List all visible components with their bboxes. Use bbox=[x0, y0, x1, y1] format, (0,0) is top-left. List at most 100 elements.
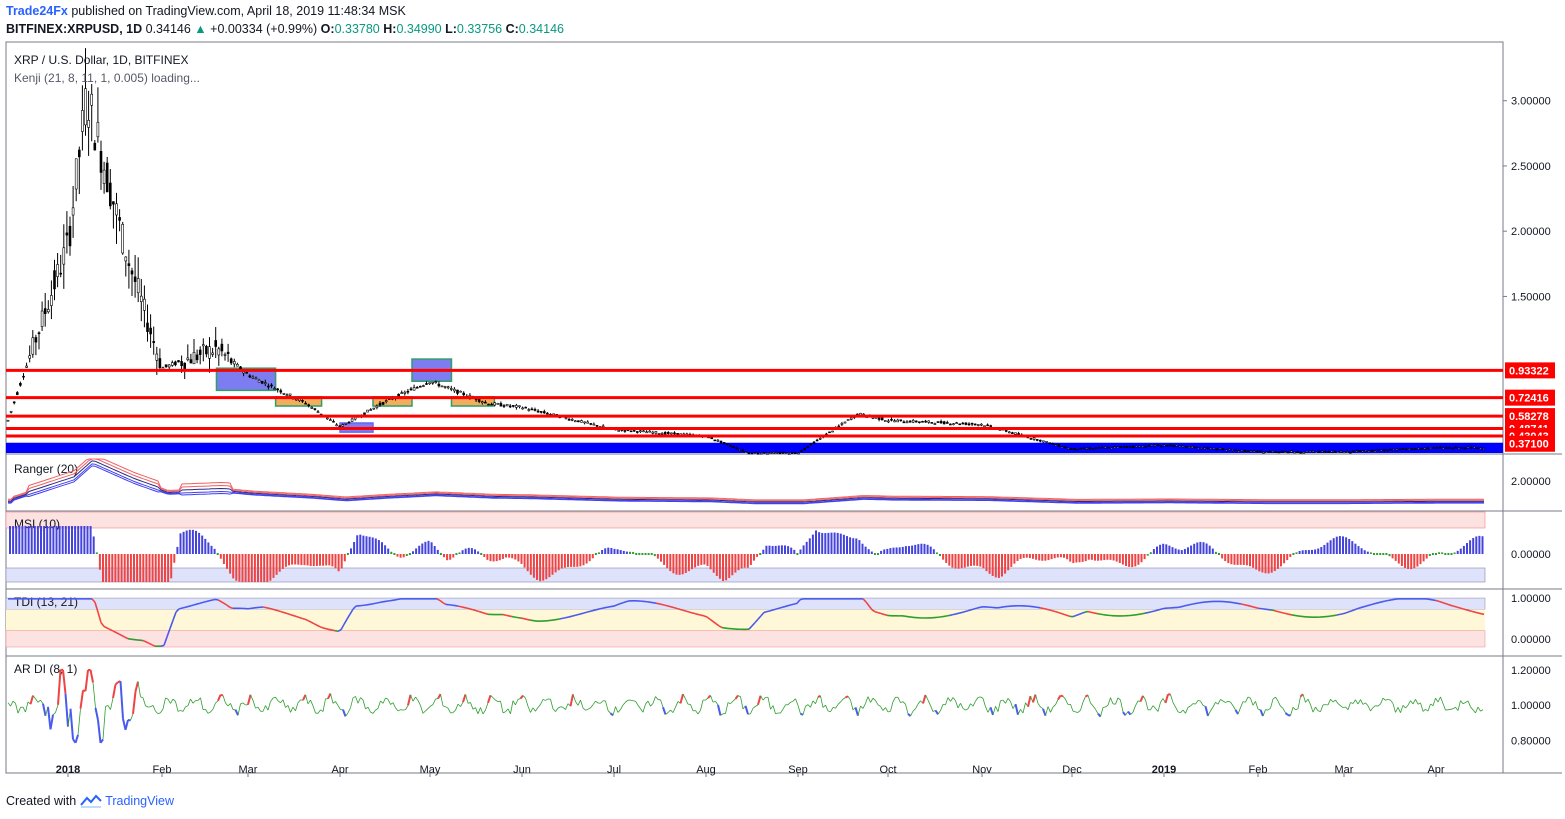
msi-bar bbox=[870, 551, 873, 554]
candle-body bbox=[378, 402, 382, 406]
msi-bar bbox=[678, 554, 681, 575]
msi-bar bbox=[1419, 554, 1422, 565]
ardi-line-segment bbox=[1282, 708, 1286, 714]
ardi-line-segment bbox=[965, 708, 969, 711]
msi-bar bbox=[1152, 549, 1155, 554]
ardi-line-segment bbox=[1014, 703, 1019, 715]
candle-body bbox=[1376, 449, 1380, 451]
ardi-line-segment bbox=[1212, 702, 1216, 708]
candle-body bbox=[195, 354, 199, 361]
msi-bar bbox=[1041, 554, 1044, 561]
tdi-line-segment bbox=[1363, 605, 1368, 608]
ardi-line-segment bbox=[1372, 705, 1376, 708]
ardi-line-segment bbox=[1397, 707, 1401, 713]
tdi-line-segment bbox=[463, 606, 468, 609]
msi-bar bbox=[433, 545, 436, 554]
candle-body bbox=[192, 352, 196, 365]
msi-bar bbox=[1363, 550, 1366, 554]
candle-body bbox=[741, 449, 745, 452]
ranger-series-line bbox=[8, 458, 1484, 501]
ardi-line-segment bbox=[375, 708, 379, 711]
tdi-line-segment bbox=[688, 611, 693, 614]
msi-bar bbox=[415, 548, 418, 554]
candle-body bbox=[174, 361, 177, 366]
msi-bar bbox=[988, 554, 991, 574]
msi-bar bbox=[1010, 554, 1013, 567]
msi-bar bbox=[12, 526, 15, 554]
msi-bar bbox=[523, 554, 526, 568]
candle-body bbox=[155, 353, 159, 361]
msi-bar bbox=[49, 526, 52, 554]
tradingview-link[interactable]: TradingView bbox=[105, 794, 174, 808]
candle-body bbox=[1392, 449, 1395, 451]
tdi-line-segment bbox=[1375, 601, 1380, 605]
ardi-line-segment bbox=[107, 705, 111, 710]
level-price-badge bbox=[1505, 362, 1555, 379]
msi-bar bbox=[402, 554, 405, 558]
tdi-line-segment bbox=[676, 607, 681, 611]
ardi-line-segment bbox=[1305, 698, 1309, 703]
ardi-line-segment bbox=[422, 710, 426, 714]
msi-bar bbox=[272, 554, 275, 578]
candle-body bbox=[372, 407, 376, 410]
msi-bar bbox=[483, 554, 486, 558]
msi-bar bbox=[942, 554, 945, 560]
msi-bar bbox=[926, 544, 929, 554]
ardi-line-segment bbox=[807, 704, 811, 708]
candle-body bbox=[539, 411, 543, 413]
candle-body bbox=[1212, 447, 1216, 450]
candle-body bbox=[530, 408, 534, 411]
msi-bar bbox=[74, 526, 77, 554]
candle-body bbox=[490, 403, 493, 406]
tdi-line-segment bbox=[460, 605, 465, 609]
tdi-line-segment bbox=[1063, 613, 1068, 617]
msi-bar bbox=[80, 526, 83, 554]
tdi-line-segment bbox=[1249, 605, 1254, 608]
msi-bar bbox=[1267, 554, 1270, 574]
ardi-line-segment bbox=[630, 699, 634, 702]
ardi-line-segment bbox=[1010, 701, 1014, 709]
ardi-line-segment bbox=[497, 700, 501, 703]
level-price-badge bbox=[1505, 435, 1555, 452]
ardi-line-segment bbox=[305, 694, 309, 704]
ardi-line-segment bbox=[187, 698, 191, 706]
tdi-line-segment bbox=[373, 602, 378, 605]
ardi-line-segment bbox=[1352, 699, 1356, 704]
candle-body bbox=[313, 408, 317, 410]
msi-bar bbox=[1252, 554, 1255, 568]
tdi-line-segment bbox=[172, 611, 177, 621]
msi-bar bbox=[762, 549, 765, 554]
tdi-line-segment bbox=[625, 600, 630, 603]
ardi-line-segment bbox=[1475, 706, 1479, 714]
candle-body bbox=[1004, 430, 1008, 432]
ardi-line-segment bbox=[715, 701, 719, 706]
ardi-line-segment bbox=[737, 695, 741, 698]
candle-body bbox=[1082, 447, 1085, 450]
tdi-line-segment bbox=[1255, 606, 1260, 610]
ardi-line-segment bbox=[517, 698, 521, 700]
chart-area[interactable]: 2018 Feb Mar Apr May Jun Jul Aug Sep Oct Nov Dec 201… bbox=[0, 40, 1565, 786]
tdi-line-segment bbox=[511, 615, 516, 618]
publisher-name[interactable]: Trade24Fx bbox=[6, 4, 68, 18]
candle-body bbox=[344, 422, 348, 425]
candle-body bbox=[263, 382, 267, 384]
ardi-line-segment bbox=[952, 697, 956, 701]
msi-bar bbox=[709, 554, 712, 570]
tdi-line-segment bbox=[502, 613, 507, 616]
ardi-line-segment bbox=[817, 694, 821, 698]
ardi-line-segment bbox=[865, 696, 869, 704]
ardi-line-segment bbox=[445, 706, 449, 709]
candle-body bbox=[654, 431, 658, 434]
msi-bar bbox=[1177, 549, 1180, 554]
candle-body bbox=[25, 365, 28, 368]
tdi-line-segment bbox=[337, 629, 342, 632]
msi-bar bbox=[40, 526, 42, 554]
msi-bar bbox=[734, 554, 737, 573]
ardi-line-segment bbox=[97, 719, 102, 743]
tdi-line-segment bbox=[1159, 607, 1164, 611]
ardi-line-segment bbox=[842, 697, 846, 700]
candle-body bbox=[1287, 451, 1290, 454]
msi-bar bbox=[799, 549, 802, 554]
price-tick-label: 3.00000 bbox=[1511, 96, 1551, 108]
candle-body bbox=[1361, 450, 1364, 453]
